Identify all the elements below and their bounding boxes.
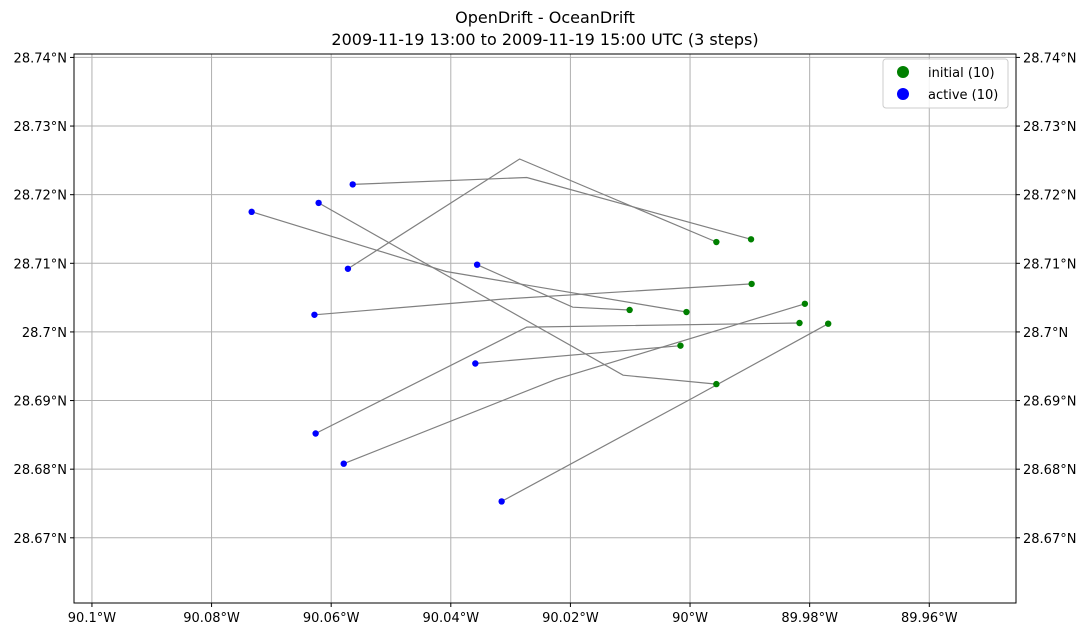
active-point xyxy=(498,498,505,505)
initial-point xyxy=(801,300,809,307)
legend-marker-initial xyxy=(897,66,909,78)
axis-ticks: 90.1°W 90.08°W 90.06°W 90.04°W 90.02°W 90°W 89… xyxy=(14,51,1077,626)
trajectory-lines xyxy=(251,158,829,502)
x-tick-label: 90.04°W xyxy=(423,611,480,626)
legend-label-initial: initial (10) xyxy=(928,66,995,81)
x-tick-label: 89.96°W xyxy=(901,611,958,626)
active-point xyxy=(311,311,318,318)
y-tick-label-right: 28.73°N xyxy=(1023,120,1076,135)
y-tick-label-left: 28.71°N xyxy=(14,257,67,272)
y-tick-label-left: 28.72°N xyxy=(14,189,67,204)
y-tick-label-left: 28.68°N xyxy=(14,463,67,478)
grid-lines xyxy=(74,54,1016,603)
chart-title: OpenDrift - OceanDrift xyxy=(455,8,635,27)
y-tick-label-right: 28.69°N xyxy=(1023,395,1076,410)
trajectory-line xyxy=(314,283,752,316)
active-point xyxy=(312,430,319,437)
y-tick-label-left: 28.73°N xyxy=(14,120,67,135)
y-tick-label-right: 28.68°N xyxy=(1023,463,1076,478)
legend-box xyxy=(882,58,1009,109)
y-tick-label-left: 28.67°N xyxy=(14,532,67,547)
y-tick-label-left: 28.74°N xyxy=(14,51,67,66)
trajectory-line xyxy=(476,264,630,311)
y-tick-label-right: 28.7°N xyxy=(1023,326,1068,341)
y-tick-label-left: 28.7°N xyxy=(22,326,67,341)
initial-point xyxy=(824,320,832,327)
trajectory-line xyxy=(352,176,752,240)
active-point xyxy=(315,199,322,207)
plot-frame xyxy=(73,53,1017,604)
active-point xyxy=(344,265,352,272)
active-point xyxy=(473,261,481,268)
x-tick-label: 90°W xyxy=(672,611,708,626)
initial-point xyxy=(683,308,690,316)
initial-point xyxy=(747,236,755,243)
active-point xyxy=(340,460,347,467)
initial-point xyxy=(713,238,720,246)
active-point xyxy=(248,208,255,216)
initial-point xyxy=(677,342,684,349)
trajectory-line xyxy=(343,303,806,465)
legend-label-active: active (10) xyxy=(928,88,998,103)
trajectory-line xyxy=(501,323,829,502)
trajectory-line xyxy=(315,322,800,435)
x-tick-label: 90.06°W xyxy=(303,611,360,626)
legend: initial (10) active (10) xyxy=(882,58,1009,109)
x-tick-label: 90.08°W xyxy=(183,611,240,626)
trajectory-line xyxy=(251,211,687,313)
initial-point xyxy=(626,306,633,314)
y-tick-label-right: 28.74°N xyxy=(1023,51,1076,66)
active-point xyxy=(349,181,356,188)
title-group: OpenDrift - OceanDrift 2009-11-19 13:00 … xyxy=(331,8,758,49)
chart-subtitle: 2009-11-19 13:00 to 2009-11-19 15:00 UTC… xyxy=(331,30,758,49)
particle-points xyxy=(248,181,832,505)
x-tick-label: 89.98°W xyxy=(781,611,838,626)
y-tick-label-right: 28.67°N xyxy=(1023,532,1076,547)
initial-point xyxy=(748,280,755,288)
x-tick-label: 90.1°W xyxy=(68,611,116,626)
trajectory-line xyxy=(318,202,717,385)
x-tick-label: 90.02°W xyxy=(542,611,599,626)
y-tick-label-left: 28.69°N xyxy=(14,395,67,410)
initial-point xyxy=(713,380,720,388)
y-tick-label-right: 28.72°N xyxy=(1023,189,1076,204)
active-point xyxy=(472,360,479,367)
initial-point xyxy=(796,319,803,327)
y-tick-label-right: 28.71°N xyxy=(1023,257,1076,272)
legend-marker-active xyxy=(897,88,909,100)
trajectory-line xyxy=(347,158,717,270)
trajectory-line xyxy=(475,345,681,365)
